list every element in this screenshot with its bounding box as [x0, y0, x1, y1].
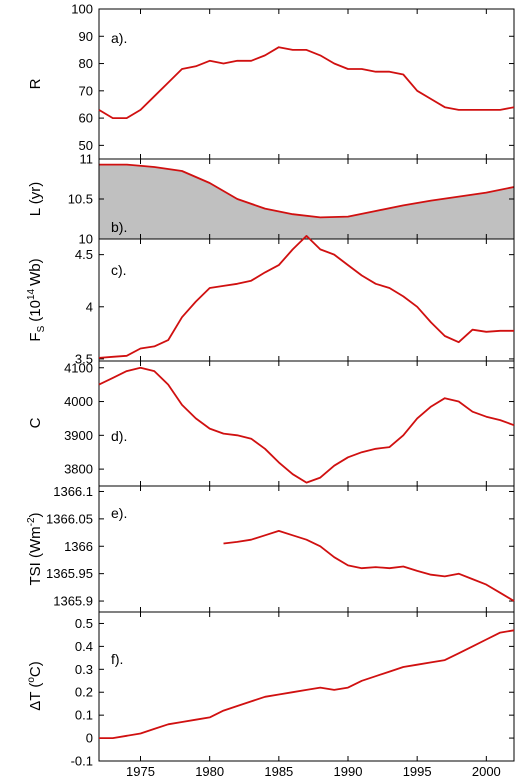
ytick-label: 4.5 [75, 247, 93, 262]
ytick-label: 0 [86, 731, 93, 746]
panel-e-ylabel: TSI (Wm-2) [26, 512, 44, 585]
ytick-label: 80 [79, 56, 93, 71]
ytick-label: 1366.1 [53, 484, 93, 499]
xtick-label: 1995 [403, 764, 432, 779]
xtick-label: 2000 [472, 764, 501, 779]
panel-c-ylabel-main: F [27, 332, 44, 341]
series-line [98, 46, 515, 119]
ytick-label: 1365.95 [46, 566, 93, 581]
panel-a: 50 60 70 80 90 100 a). R [27, 2, 515, 160]
ytick-label: 10 [79, 232, 93, 247]
series-line [98, 366, 515, 484]
panel-a-yticks: 50 60 70 80 90 100 [71, 2, 514, 159]
ytick-label: 3800 [64, 462, 93, 477]
ytick-label: 4 [86, 299, 93, 314]
panel-d-yticks: 3800 3900 4000 4100 [64, 360, 514, 486]
panel-f-ylabel-end: C) [27, 661, 44, 677]
panel-a-label: a). [111, 30, 127, 46]
ytick-label: 50 [79, 138, 93, 153]
panel-f-xticks: 1975 1980 1985 1990 1995 2000 [126, 612, 501, 779]
panel-b-yticks: 10 10.5 11 [68, 152, 514, 247]
ytick-label: 1366.05 [46, 511, 93, 526]
panel-d-label: d). [111, 428, 127, 444]
panel-e-label: e). [111, 505, 127, 521]
series-line [99, 163, 515, 219]
panel-f-ylabel-sup: o [26, 677, 37, 683]
xtick-label: 1990 [334, 764, 363, 779]
ytick-label: 0.3 [75, 662, 93, 677]
panel-b-label: b). [111, 219, 127, 235]
ytick-label: 4000 [64, 394, 93, 409]
ytick-label: 0.1 [75, 708, 93, 723]
series-area [99, 164, 514, 239]
panel-d-ylabel: C [27, 417, 44, 428]
panel-e-series [223, 530, 515, 602]
panel-c-ylabel-sup: 14 [26, 288, 37, 300]
panel-c-yticks: 3.5 4 4.5 [75, 239, 514, 366]
panel-d-series [98, 366, 515, 484]
panel-f-yticks: -0.1 0 0.1 0.2 0.3 0.4 0.5 [71, 616, 514, 769]
ytick-label: 0.4 [75, 639, 93, 654]
panel-a-frame [98, 8, 515, 160]
panel-e-frame [98, 485, 515, 613]
panel-c-label: c). [111, 262, 127, 278]
panel-b-series [99, 163, 515, 239]
panel-b-ylabel: L (yr) [27, 182, 44, 216]
panel-f-ylabel: ΔT (oC) [26, 661, 44, 710]
ytick-label: 60 [79, 111, 93, 126]
ytick-label: 3.5 [75, 351, 93, 366]
panel-f-ylabel-main: ΔT ( [27, 683, 44, 711]
panel-c-ylabel-rest: (10 [27, 300, 44, 322]
panel-e-ylabel-main: TSI (Wm [27, 526, 44, 585]
ytick-label: 3900 [64, 428, 93, 443]
panel-e-ylabel-end: ) [27, 512, 44, 517]
panel-c: 3.5 4 4.5 c). FS (1014 Wb) [26, 234, 515, 366]
ytick-label: 0.5 [75, 616, 93, 631]
panel-e: 1365.9 1365.95 1366 1366.05 1366.1 e). TSI (… [26, 484, 515, 613]
panel-c-series [98, 234, 514, 359]
panel-a-series [98, 46, 515, 119]
ytick-label: 0.2 [75, 685, 93, 700]
panel-a-ylabel: R [27, 78, 44, 89]
ytick-label: 90 [79, 29, 93, 44]
xtick-label: 1975 [126, 764, 155, 779]
ytick-label: 11 [80, 152, 94, 167]
panel-f: -0.1 0 0.1 0.2 0.3 0.4 0.5 1975 1980 1985 1990 199… [26, 611, 515, 779]
ytick-label: 70 [79, 83, 93, 98]
panel-e-ylabel-sup: -2 [26, 517, 37, 526]
xtick-label: 1980 [195, 764, 224, 779]
series-line [99, 629, 515, 739]
panel-f-label: f). [111, 651, 123, 667]
ytick-label: 1366 [64, 539, 93, 554]
panel-f-series [99, 629, 515, 739]
panel-d-frame [98, 360, 515, 487]
panel-c-ylabel: FS (1014 Wb) [26, 258, 47, 341]
ytick-label: -0.1 [71, 754, 93, 769]
panel-c-ylabel-end: Wb) [27, 258, 44, 286]
ytick-label: 4100 [64, 360, 93, 375]
ytick-label: 100 [71, 2, 93, 17]
series-line [223, 530, 515, 602]
panel-b: 10 10.5 11 b). L (yr) [27, 152, 515, 247]
ytick-label: 1365.9 [53, 594, 93, 609]
ytick-label: 10.5 [68, 192, 93, 207]
panel-d: 3800 3900 4000 4100 d). C [27, 360, 515, 487]
panel-c-ylabel-sub: S [36, 325, 47, 332]
panel-f-frame [98, 611, 515, 762]
panel-e-yticks: 1365.9 1365.95 1366 1366.05 1366.1 [46, 484, 514, 612]
xtick-label: 1985 [264, 764, 293, 779]
series-line [98, 234, 514, 359]
